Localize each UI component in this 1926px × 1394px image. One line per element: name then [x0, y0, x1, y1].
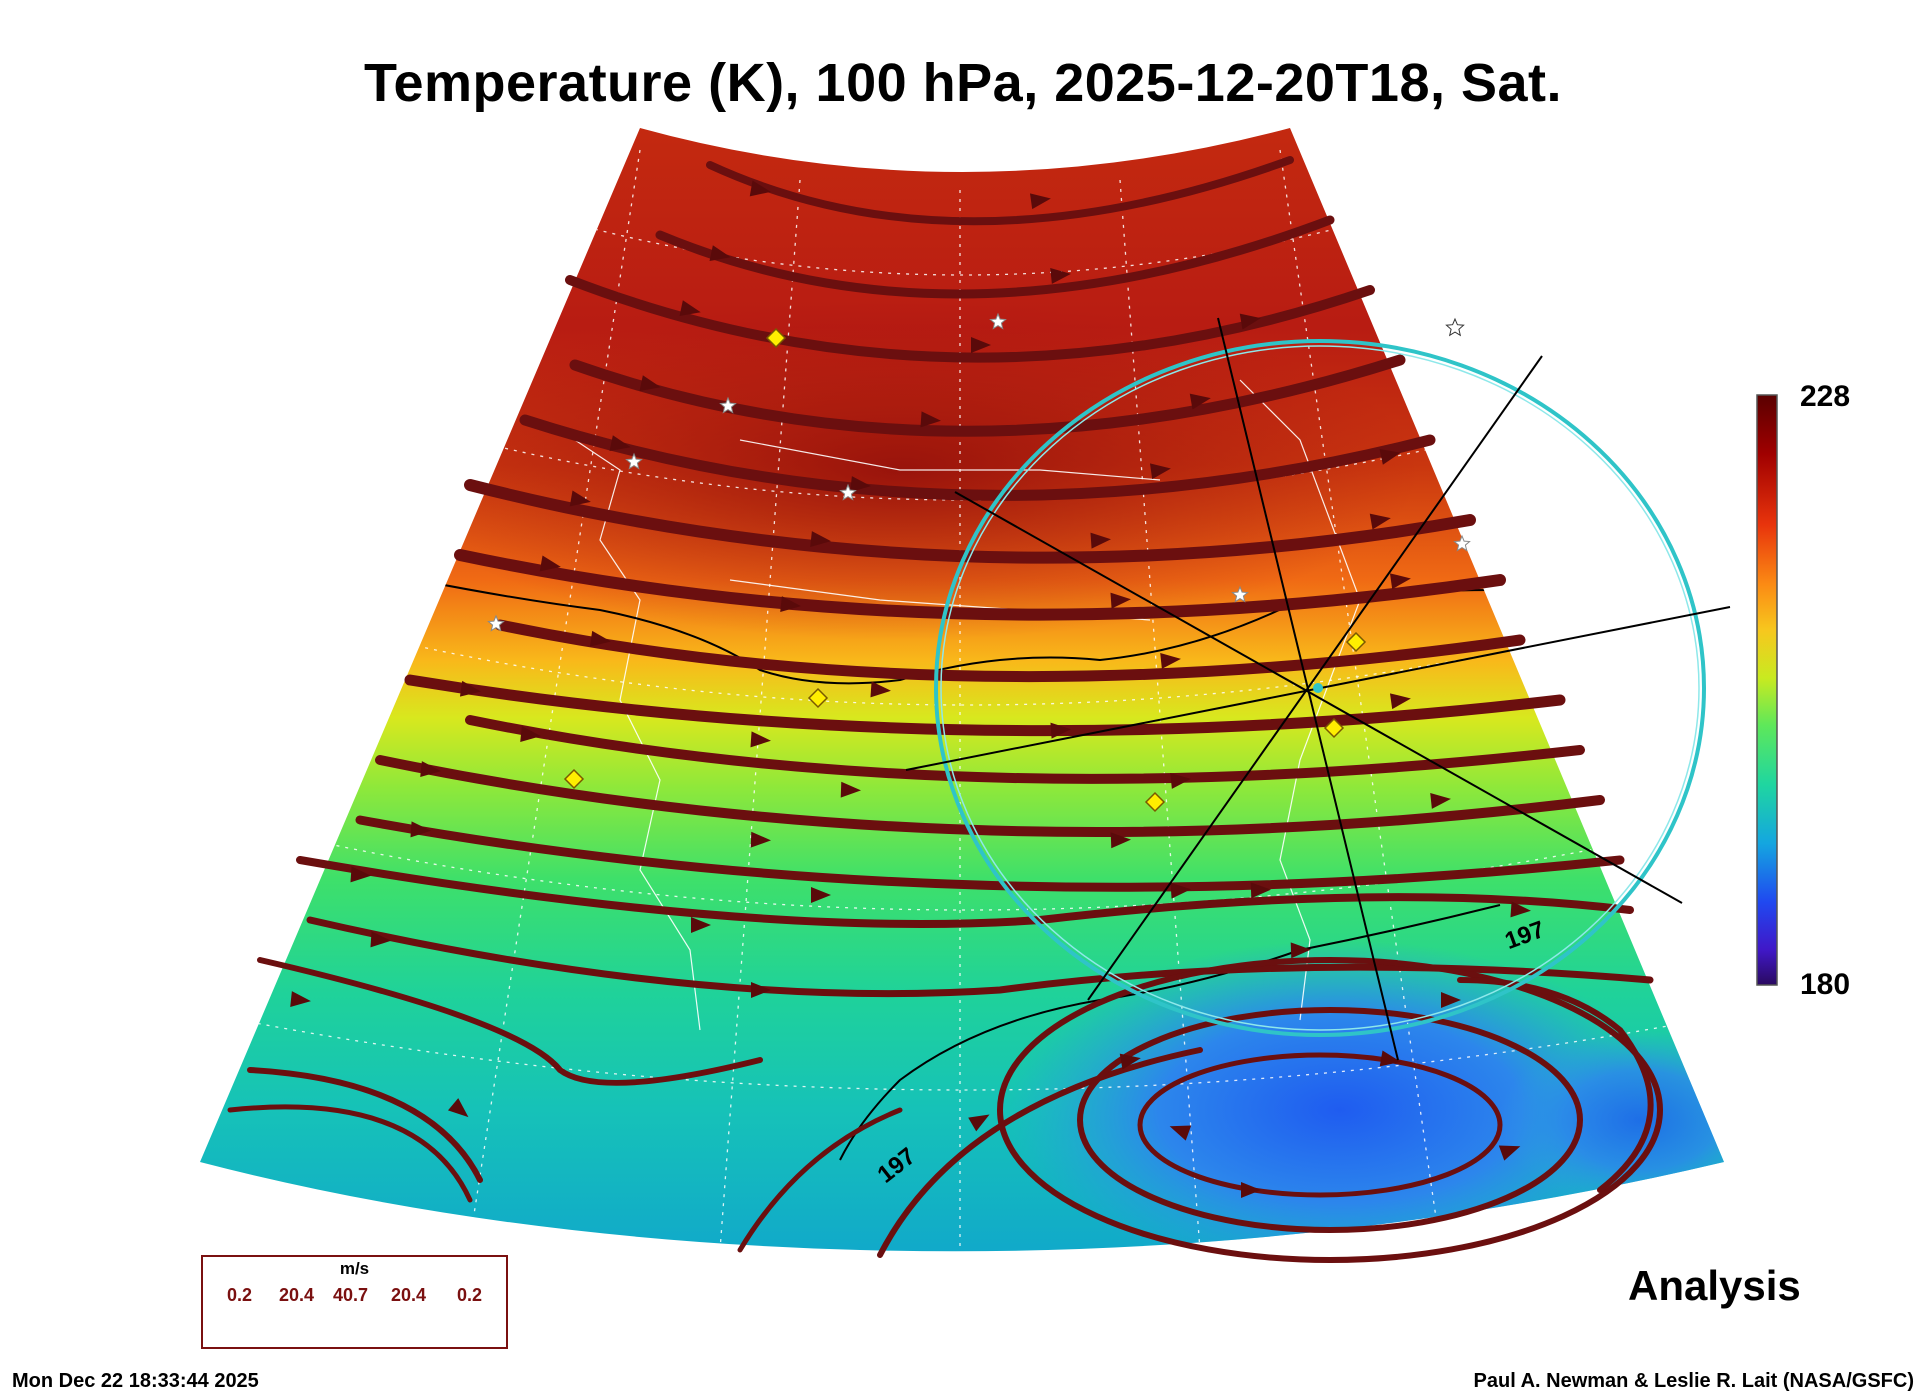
streamline-arrowhead [1050, 267, 1071, 284]
streamline-arrowhead [811, 887, 831, 903]
star-marker [1445, 317, 1465, 337]
streamline-arrowhead [639, 375, 661, 391]
star-marker [719, 396, 737, 414]
streamline-arrowhead [1110, 592, 1131, 609]
star-marker [1231, 585, 1249, 603]
streamline-arrowhead [691, 917, 711, 933]
star-marker [989, 312, 1007, 330]
legend-units: m/s [339, 1259, 370, 1278]
diamond-marker [563, 768, 585, 790]
streamline-arrowhead [749, 180, 771, 197]
streamline-arrowhead [447, 1098, 469, 1118]
diamond-marker [765, 327, 787, 349]
analysis-label: Analysis [1628, 1262, 1801, 1309]
map-title: Temperature (K), 100 hPa, 2025-12-20T18,… [363, 53, 1563, 113]
wind-speed-legend: m/s 0.2 20.4 40.7 20.4 0.2 [201, 1255, 508, 1349]
streamline-arrowhead [1510, 901, 1531, 918]
colorbar-min-label: 180 [1800, 968, 1851, 1001]
streamline-arrowhead [709, 245, 731, 261]
streamline-arrowhead [750, 731, 771, 748]
streamline-arrowhead [1430, 792, 1451, 809]
streamline-arrowhead [1149, 463, 1171, 480]
star-marker [839, 483, 857, 501]
streamline-arrowhead [1189, 393, 1211, 410]
streamline-arrowhead [1169, 1125, 1192, 1141]
streamline-arrowhead [870, 681, 891, 698]
star-marker [1453, 534, 1471, 552]
streamline-arrowhead [1239, 313, 1261, 330]
star-marker [625, 452, 643, 470]
streamline-arrowhead [1050, 722, 1071, 739]
streamline-arrows [290, 180, 1531, 1198]
streamline-arrowhead [971, 337, 991, 353]
streamline-arrowhead [350, 866, 371, 883]
streamline-arrowhead [290, 991, 311, 1008]
colorbar-max-label: 228 [1800, 380, 1851, 413]
streamline-arrowhead [1029, 193, 1051, 210]
streamline-arrowhead [1110, 832, 1131, 849]
colorbar [1756, 394, 1778, 986]
legend-value: 0.2 [227, 1285, 253, 1305]
streamline-arrowhead [589, 630, 611, 647]
diamond-marker [1345, 631, 1367, 653]
streamline-arrowhead [1119, 1053, 1141, 1070]
streamline-arrowhead [750, 831, 771, 848]
streamline-arrowhead [420, 761, 441, 778]
legend-value: 20.4 [279, 1285, 315, 1305]
streamline-arrowhead [569, 490, 591, 507]
legend-value: 0.2 [457, 1285, 483, 1305]
streamline-arrowhead [1498, 1145, 1521, 1161]
legend-value: 20.4 [391, 1285, 427, 1305]
streamline-arrowhead [780, 596, 801, 613]
streamline-arrowhead [520, 726, 541, 743]
diamond-marker [1144, 791, 1166, 813]
legend-value: 40.7 [333, 1285, 369, 1305]
region-ring [905, 317, 1731, 1061]
site-markers [487, 312, 1471, 813]
diamond-marker [1323, 717, 1345, 739]
streamline-arrowhead [459, 680, 481, 697]
streamline-arrowhead [1379, 1050, 1401, 1067]
streamline-arrowhead [751, 982, 771, 998]
streamline-arrowhead [1389, 693, 1411, 710]
footer-credit: Paul A. Newman & Leslie R. Lait (NASA/GS… [1473, 1370, 1914, 1392]
star-marker [487, 614, 505, 632]
streamline-arrowhead [840, 781, 861, 798]
streamline-arrowhead [1241, 1182, 1261, 1198]
streamline-arrowhead [1369, 513, 1391, 530]
streamline-arrowhead [539, 555, 561, 572]
streamline-arrowhead [370, 931, 391, 948]
streamline-arrowhead [1441, 992, 1461, 1008]
streamline-arrowhead [1389, 573, 1411, 590]
streamline-arrowhead [1170, 882, 1191, 899]
streamline-arrowhead [609, 435, 631, 451]
streamline-arrowhead [1090, 532, 1111, 549]
streamline-arrowhead [410, 821, 431, 838]
streamline-arrowhead [968, 1114, 990, 1132]
footer-timestamp: Mon Dec 22 18:33:44 2025 [12, 1370, 259, 1392]
streamline-arrowhead [679, 300, 701, 316]
streamline-arrowhead [1160, 652, 1181, 669]
streamline-arrowhead [920, 411, 941, 428]
streamline-arrowhead [1290, 942, 1311, 959]
streamline-arrowhead [1379, 449, 1401, 465]
streamline-arrowhead [1250, 882, 1271, 899]
diamond-marker [807, 687, 829, 709]
streamline-arrowhead [850, 476, 871, 493]
streamline-arrowhead [810, 531, 831, 548]
streamline-arrowhead [1170, 772, 1191, 789]
